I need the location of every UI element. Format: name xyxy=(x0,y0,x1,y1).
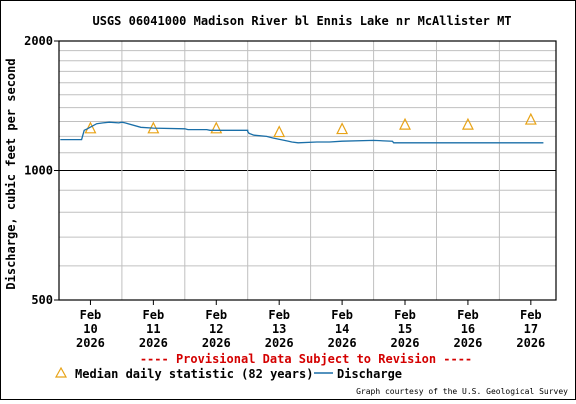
x-tick-label: 2026 xyxy=(202,336,231,350)
x-tick-labels: Feb102026Feb112026Feb122026Feb132026Feb1… xyxy=(76,300,545,350)
x-tick-label: 2026 xyxy=(516,336,545,350)
x-tick-label: Feb xyxy=(457,308,479,322)
discharge-series xyxy=(60,121,544,144)
x-tick-label: 11 xyxy=(146,322,160,336)
x-tick-label: 12 xyxy=(209,322,223,336)
plot-frame xyxy=(58,40,557,301)
median-marker xyxy=(524,112,537,125)
y-axis-label: Discharge, cubic feet per second xyxy=(4,58,18,289)
x-tick-label: 2026 xyxy=(139,336,168,350)
y-tick-labels: 500 1000 2000 xyxy=(24,34,59,307)
y-tick-label: 1000 xyxy=(24,164,53,178)
median-marker xyxy=(273,125,286,138)
legend: Median daily statistic (82 years) Discha… xyxy=(54,366,402,381)
discharge-line xyxy=(60,121,544,144)
median-marker xyxy=(399,117,411,130)
x-tick-label: Feb xyxy=(268,308,290,322)
x-tick-label: 15 xyxy=(398,322,412,336)
legend-discharge-label: Discharge xyxy=(337,367,402,381)
x-tick-label: 13 xyxy=(272,322,286,336)
median-marker xyxy=(210,121,223,134)
x-tick-label: 2026 xyxy=(328,336,357,350)
median-marker xyxy=(336,122,349,135)
y-tick-label: 2000 xyxy=(24,34,53,48)
legend-median-marker-icon xyxy=(54,366,68,378)
x-tick-label: Feb xyxy=(331,308,353,322)
credit-text: Graph courtesy of the U.S. Geological Su… xyxy=(356,387,568,396)
x-tick-label: Feb xyxy=(394,308,416,322)
x-tick-label: Feb xyxy=(205,308,227,322)
median-marker xyxy=(461,117,474,130)
x-tick-label: 14 xyxy=(335,322,349,336)
x-tick-label: Feb xyxy=(80,308,102,322)
x-tick-label: Feb xyxy=(520,308,542,322)
x-tick-label: 17 xyxy=(524,322,538,336)
x-tick-label: Feb xyxy=(143,308,165,322)
x-tick-label: 2026 xyxy=(391,336,420,350)
gridlines xyxy=(59,41,556,300)
provisional-notice: ---- Provisional Data Subject to Revisio… xyxy=(140,352,472,366)
x-tick-label: 16 xyxy=(461,322,475,336)
x-tick-label: 2026 xyxy=(265,336,294,350)
x-tick-label: 10 xyxy=(83,322,97,336)
legend-median-label: Median daily statistic (82 years) xyxy=(75,367,313,381)
y-tick-label: 500 xyxy=(31,293,53,307)
x-tick-label: 2026 xyxy=(76,336,105,350)
chart-title: USGS 06041000 Madison River bl Ennis Lak… xyxy=(92,14,511,28)
x-tick-label: 2026 xyxy=(453,336,482,350)
